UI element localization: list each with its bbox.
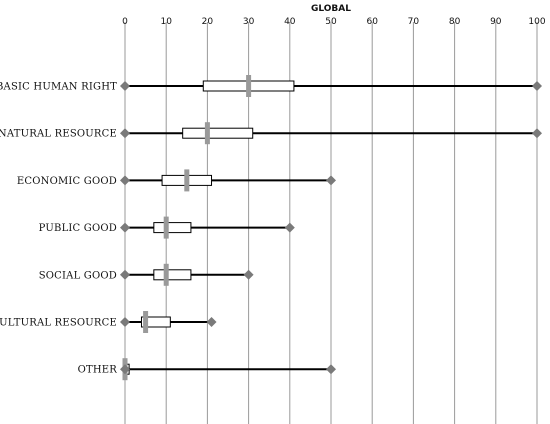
- box-series: [120, 75, 542, 381]
- min-marker: [120, 222, 130, 233]
- category-label: SOCIAL GOOD: [39, 270, 117, 281]
- category-label: ECONOMIC GOOD: [17, 176, 117, 187]
- iqr-box: [153, 222, 192, 234]
- x-tick-label: 60: [366, 17, 378, 27]
- x-tick-label: 20: [202, 17, 214, 27]
- box-row: [120, 122, 542, 145]
- x-tick-label: 40: [284, 17, 296, 27]
- min-marker: [120, 81, 130, 91]
- box-row: [120, 358, 336, 381]
- min-marker: [120, 317, 130, 327]
- min-marker: [120, 269, 130, 280]
- x-tick-label: 80: [449, 17, 461, 27]
- x-tick-label: 100: [528, 17, 545, 27]
- box-row: [120, 311, 217, 333]
- box-row: [120, 169, 336, 192]
- x-tick-label: 90: [490, 17, 502, 27]
- max-marker: [243, 269, 254, 280]
- median-marker: [184, 169, 190, 192]
- median-marker: [163, 263, 169, 286]
- min-marker: [120, 128, 130, 139]
- median-marker: [204, 122, 210, 145]
- median-marker: [246, 75, 252, 97]
- median-marker: [143, 311, 149, 333]
- box-row: [120, 75, 542, 97]
- x-tick-label: 70: [408, 17, 420, 27]
- category-labels: BASIC HUMAN RIGHT NATURAL RESOURCE ECONOMI…: [0, 82, 117, 376]
- category-label: OTHER: [78, 365, 118, 376]
- box-row: [120, 216, 295, 239]
- x-tick-label: 50: [325, 17, 337, 27]
- max-marker: [532, 81, 542, 91]
- max-marker: [326, 175, 336, 186]
- x-tick-label: 30: [243, 17, 255, 27]
- iqr-box: [153, 269, 192, 281]
- iqr-box: [182, 127, 254, 139]
- max-marker: [532, 128, 542, 139]
- max-marker: [284, 222, 295, 233]
- category-label: CULTURAL RESOURCE: [0, 318, 117, 329]
- min-marker: [120, 364, 130, 375]
- x-tick-label: 10: [160, 17, 172, 27]
- x-tick-label: 0: [122, 17, 128, 27]
- category-label: BASIC HUMAN RIGHT: [0, 82, 117, 93]
- median-marker: [163, 216, 169, 239]
- iqr-box: [140, 316, 171, 328]
- chart-title: GLOBAL: [311, 4, 351, 14]
- box-row: [120, 263, 254, 286]
- max-marker: [206, 317, 217, 327]
- category-label: PUBLIC GOOD: [39, 223, 117, 234]
- min-marker: [120, 175, 130, 186]
- max-marker: [326, 364, 336, 375]
- category-label: NATURAL RESOURCE: [0, 129, 117, 140]
- x-axis-tick-labels: 0 10 20 30 40 50 60 70 80 90 100: [122, 17, 546, 27]
